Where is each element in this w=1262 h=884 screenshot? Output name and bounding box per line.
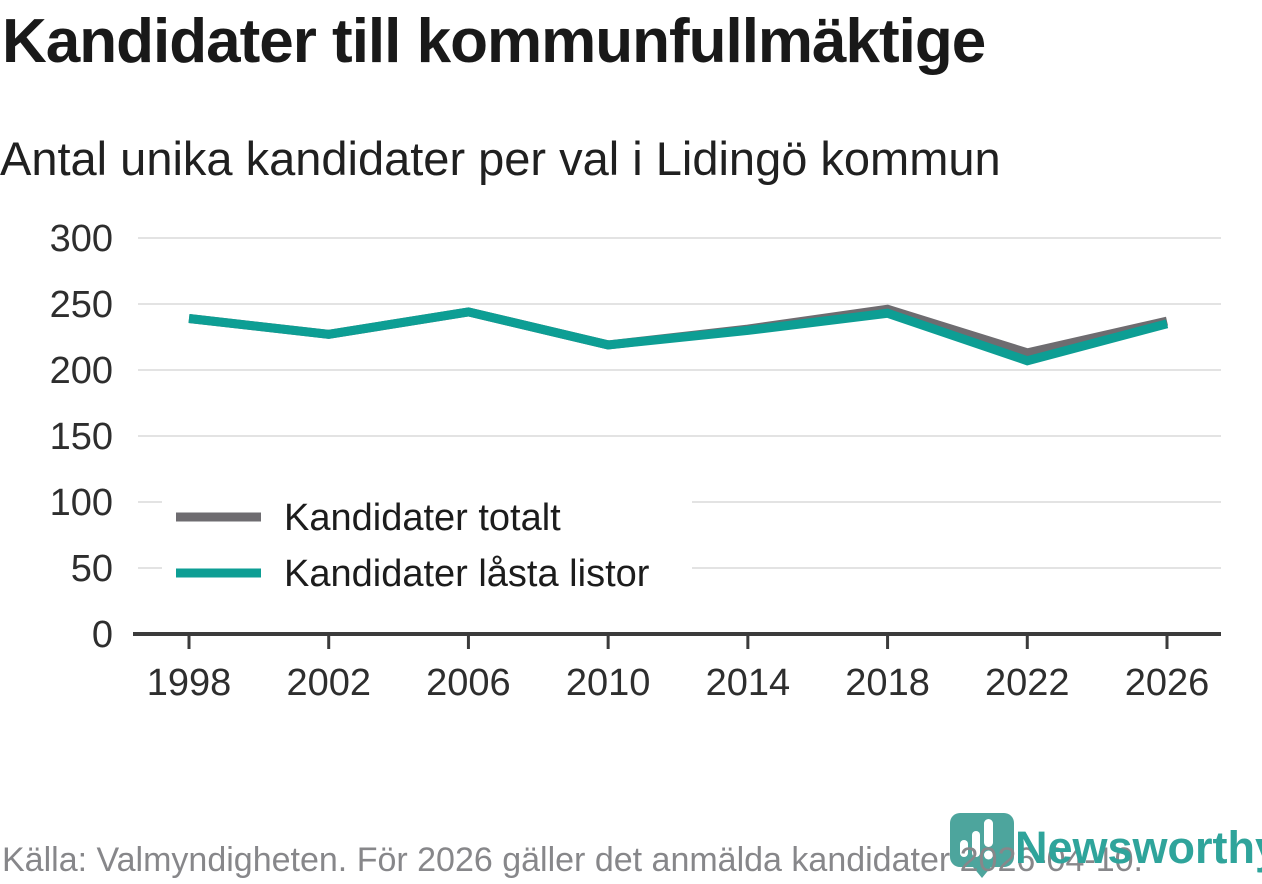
y-tick-label: 100: [50, 482, 113, 524]
legend-background: [162, 492, 692, 604]
newsworthy-pin-barchart-icon: [950, 813, 1014, 878]
page-title: Kandidater till kommunfullmäktige: [2, 7, 986, 76]
x-tick-label: 2010: [566, 662, 651, 704]
y-tick-label: 250: [50, 284, 113, 326]
y-tick-label: 300: [50, 218, 113, 260]
x-tick-label: 2006: [426, 662, 511, 704]
newsworthy-wordmark: Newsworthy: [1015, 822, 1262, 873]
x-tick-label: 2022: [985, 662, 1070, 704]
x-tick-label: 2014: [706, 662, 791, 704]
bar-small: [960, 840, 968, 857]
y-tick-label: 150: [50, 416, 113, 458]
bar-medium: [972, 831, 980, 857]
pin-shape: [950, 813, 1014, 878]
y-tick-label: 200: [50, 350, 113, 392]
exclamation-dot: [984, 850, 993, 860]
x-tick-label: 1998: [147, 662, 232, 704]
source-note: Källa: Valmyndigheten. För 2026 gäller d…: [2, 841, 1143, 879]
y-tick-label: 0: [92, 614, 113, 656]
x-tick-label: 2018: [845, 662, 930, 704]
exclamation-bar: [984, 819, 993, 847]
legend-label: Kandidater låsta listor: [284, 553, 650, 595]
chart-subtitle: Antal unika kandidater per val i Lidingö…: [0, 132, 1001, 185]
y-tick-label: 50: [71, 548, 113, 590]
x-tick-label: 2026: [1125, 662, 1210, 704]
x-tick-label: 2002: [286, 662, 371, 704]
legend-label: Kandidater totalt: [284, 497, 561, 539]
series-line-kandidater-lasta-listor: [188, 307, 1169, 366]
